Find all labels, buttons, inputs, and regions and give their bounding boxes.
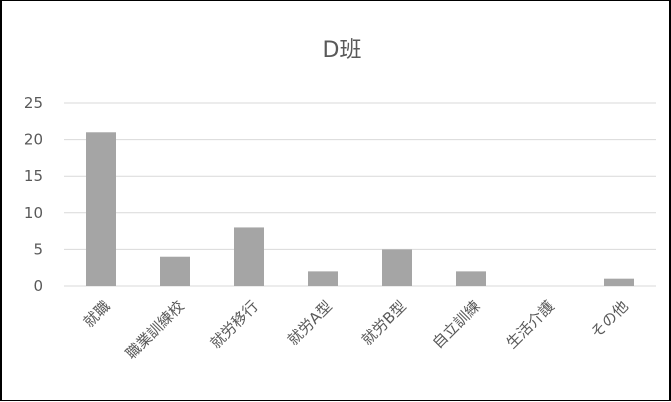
y-tick-label: 15	[24, 167, 43, 185]
y-tick-label: 10	[24, 204, 43, 222]
bar-6	[456, 271, 486, 286]
bar-3	[234, 227, 264, 286]
chart-title: D班	[323, 38, 362, 63]
gridlines	[64, 102, 656, 287]
y-axis-ticks: 0 5 10 15 20 25	[24, 94, 43, 295]
x-tick-label: 職業訓練校	[122, 297, 188, 363]
y-tick-label: 20	[24, 131, 43, 149]
x-tick-label: 自立訓練	[429, 297, 484, 352]
x-tick-label: その他	[587, 297, 632, 342]
x-tick-label: 就労移行	[207, 297, 262, 352]
x-tick-label: 就労A型	[284, 297, 336, 349]
bar-2	[160, 256, 190, 286]
bar-8	[604, 278, 634, 286]
bar-5	[382, 249, 412, 286]
bar-4	[308, 271, 338, 286]
y-tick-label: 5	[33, 240, 43, 258]
y-tick-label: 25	[24, 94, 43, 112]
y-tick-label: 0	[33, 277, 43, 295]
x-tick-label: 就職	[80, 297, 114, 331]
bars	[86, 132, 634, 286]
x-axis-ticks: 就職 職業訓練校 就労移行 就労A型 就労B型 自立訓練 生活介護 その他	[80, 297, 632, 363]
x-tick-label: 就労B型	[358, 297, 410, 349]
bar-1	[86, 132, 116, 286]
x-tick-label: 生活介護	[503, 297, 558, 352]
